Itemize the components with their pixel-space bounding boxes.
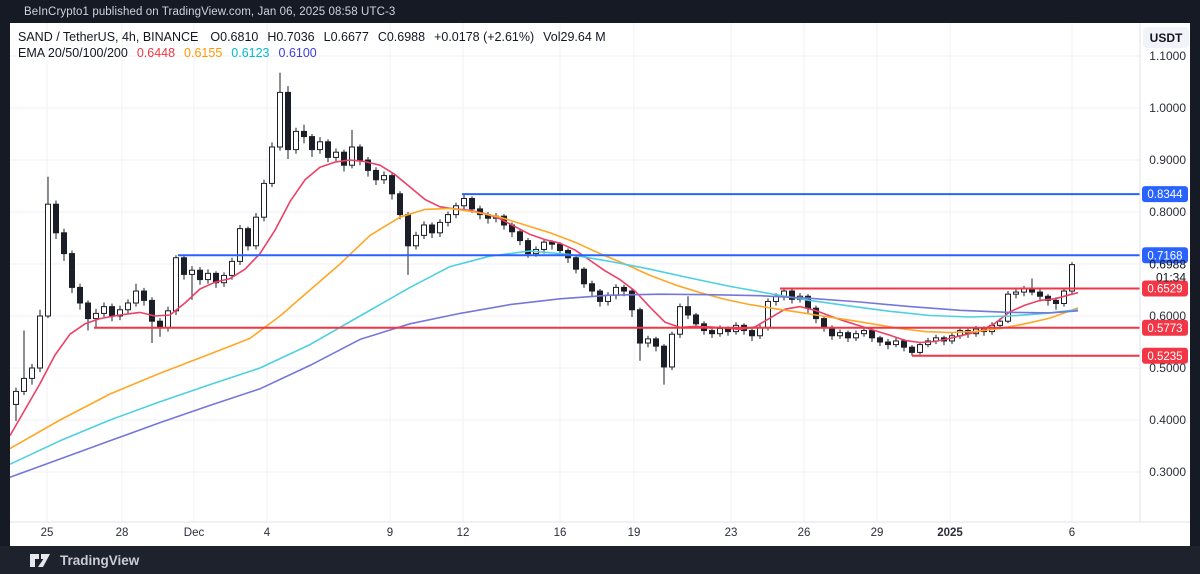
svg-text:16: 16	[554, 527, 567, 539]
tradingview-logo-icon[interactable]	[28, 549, 52, 571]
svg-text:4: 4	[264, 527, 271, 539]
symbol-ohlc-row: SAND / TetherUS, 4h, BINANCE O0.6810 H0.70…	[18, 29, 615, 45]
axis-separators	[10, 23, 1190, 523]
svg-text:28: 28	[116, 527, 129, 539]
svg-text:26: 26	[798, 527, 811, 539]
svg-text:0.8000: 0.8000	[1149, 205, 1186, 219]
volume-value: Vol29.64 M	[543, 30, 606, 44]
attribution-bar: BeInCrypto1 published on TradingView.com…	[0, 0, 1200, 23]
price-axis[interactable]: 0.8344 0.7168 0.6529 0.5773 0.5235 1.1000 1.00…	[1142, 49, 1188, 479]
svg-text:9: 9	[387, 527, 393, 539]
price-level-badge	[1142, 347, 1188, 364]
price-level-badge	[1142, 186, 1188, 203]
price-level-badge	[1142, 280, 1188, 297]
svg-text:6: 6	[1069, 527, 1075, 539]
svg-text:0.7168: 0.7168	[1147, 250, 1182, 262]
tradingview-brand[interactable]: TradingView	[60, 552, 140, 568]
svg-text:0.6529: 0.6529	[1147, 283, 1182, 295]
high-value: H0.7036	[267, 30, 315, 44]
svg-text:0.5773: 0.5773	[1147, 323, 1182, 335]
low-value: L0.6677	[323, 30, 369, 44]
ema50-value: 0.6155	[184, 46, 223, 60]
ema100-value: 0.6123	[231, 46, 270, 60]
chart-panel: 0.8344 0.7168 0.6529 0.5773 0.5235 1.1000 1.00…	[10, 23, 1190, 546]
svg-text:0.3000: 0.3000	[1149, 465, 1186, 479]
svg-text:29: 29	[871, 527, 884, 539]
support-resistance-lines	[94, 193, 1140, 357]
ema20-value: 0.6448	[136, 46, 176, 60]
price-level-badge	[1142, 247, 1188, 264]
change-value: +0.0178 (+2.61%)	[434, 30, 535, 44]
svg-text:25: 25	[41, 527, 54, 539]
price-chart[interactable]: 0.8344 0.7168 0.6529 0.5773 0.5235 1.1000 1.00…	[10, 23, 1190, 546]
gridlines	[10, 23, 1140, 522]
svg-text:Dec: Dec	[184, 527, 205, 539]
ema-lines	[10, 159, 1079, 478]
svg-text:0.5235: 0.5235	[1147, 351, 1182, 363]
price-level-badge	[1142, 319, 1188, 336]
open-value: O0.6810	[210, 30, 259, 44]
ema-legend-row: EMA 20/50/100/200 0.6448 0.6155 0.6123 0.610…	[18, 45, 615, 61]
ema-label[interactable]: EMA 20/50/100/200	[18, 46, 128, 60]
bar-countdown: 01:34	[1156, 271, 1186, 285]
svg-text:23: 23	[725, 527, 738, 539]
ema-line	[10, 250, 1079, 465]
svg-text:0.9000: 0.9000	[1149, 153, 1186, 167]
close-value: C0.6988	[377, 30, 426, 44]
price-scale-currency-button[interactable]: USDT	[1143, 27, 1189, 48]
ema-line	[10, 159, 1079, 436]
symbol-title[interactable]: SAND / TetherUS, 4h, BINANCE	[18, 30, 199, 44]
svg-text:2025: 2025	[937, 527, 963, 539]
ema-line	[10, 207, 1079, 450]
svg-text:0.4000: 0.4000	[1149, 413, 1186, 427]
svg-text:0.8344: 0.8344	[1147, 189, 1183, 201]
svg-text:19: 19	[628, 527, 641, 539]
svg-text:0.5000: 0.5000	[1149, 361, 1186, 375]
time-axis[interactable]: 25 28 Dec 4 9 12 16 19 23 26 29 2025 6	[41, 527, 1076, 539]
svg-text:1.1000: 1.1000	[1149, 49, 1186, 63]
attribution-text: BeInCrypto1 published on TradingView.com…	[24, 5, 396, 18]
svg-text:0.6000: 0.6000	[1149, 309, 1186, 323]
chart-legend: SAND / TetherUS, 4h, BINANCE O0.6810 H0.70…	[18, 29, 624, 61]
ema-line	[10, 293, 1079, 478]
tradingview-footer: TradingView	[0, 546, 1200, 574]
current-price-label: 0.6988	[1149, 258, 1186, 272]
svg-text:12: 12	[457, 527, 470, 539]
ema200-value: 0.6100	[278, 46, 317, 60]
svg-text:1.0000: 1.0000	[1149, 101, 1186, 115]
